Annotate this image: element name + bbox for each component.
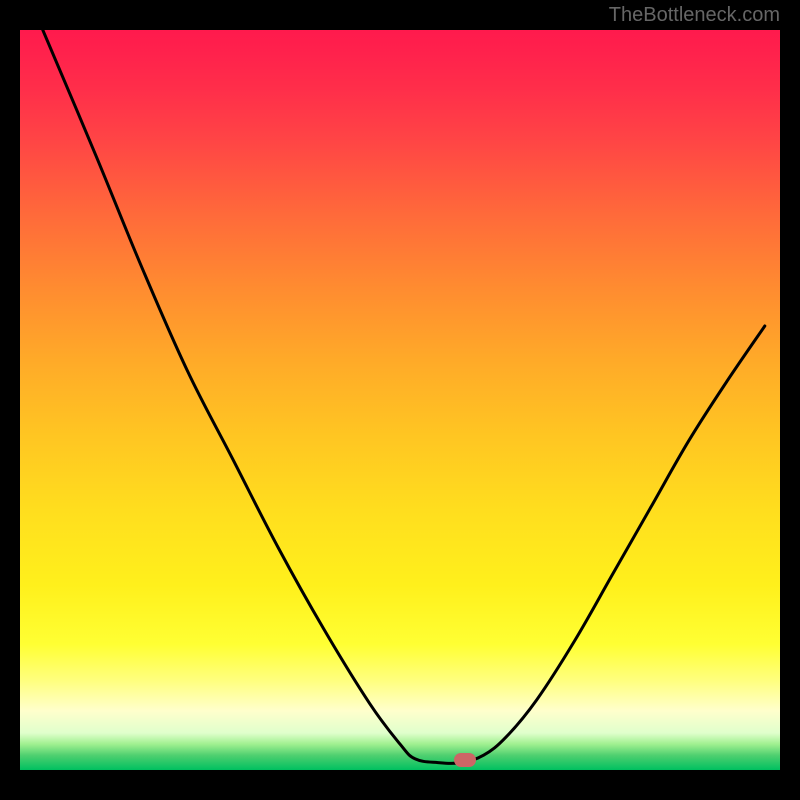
watermark-text: TheBottleneck.com [609,4,780,27]
curve-line [20,30,780,770]
chart-area [20,30,780,770]
optimal-marker [454,753,476,767]
